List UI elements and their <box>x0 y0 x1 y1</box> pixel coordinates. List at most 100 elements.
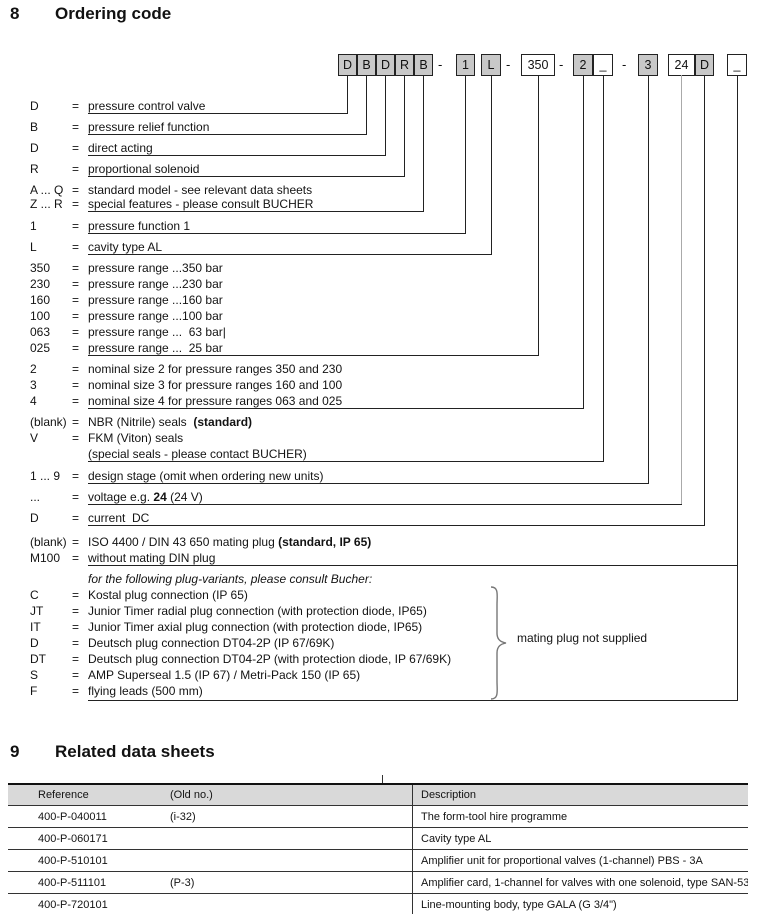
code-box-voltage: 24 <box>668 54 695 76</box>
equals-sign: = <box>72 309 80 323</box>
connector-line <box>385 75 386 155</box>
connector-line <box>404 75 405 176</box>
legend-text: Junior Timer radial plug connection (wit… <box>88 604 427 618</box>
legend-code: ... <box>30 490 41 504</box>
legend-text: direct acting <box>88 141 153 155</box>
legend-text: proportional solenoid <box>88 162 200 176</box>
legend-code: D <box>30 511 39 525</box>
cell-description: Amplifier card, 1-channel for valves wit… <box>412 871 748 894</box>
cell-description: Amplifier unit for proportional valves (… <box>412 849 748 872</box>
legend-text-bold: (standard, IP 65) <box>278 535 372 549</box>
cell-old-no <box>168 893 413 914</box>
equals-sign: = <box>72 636 80 650</box>
legend-code: 160 <box>30 293 51 307</box>
cell-reference: 400-P-040011 <box>8 805 168 828</box>
underline <box>88 504 682 505</box>
legend-row: F = flying leads (500 mm) <box>30 684 203 698</box>
legend-code: R <box>30 162 39 176</box>
equals-sign: = <box>72 162 80 176</box>
legend-row: M100 = without mating DIN plug <box>30 551 215 565</box>
cell-old-no <box>168 849 413 872</box>
legend-code: D <box>30 636 39 650</box>
equals-sign: = <box>72 362 80 376</box>
underline <box>88 134 367 135</box>
legend-text: Kostal plug connection (IP 65) <box>88 588 248 602</box>
legend-row: 1 = pressure function 1 <box>30 219 190 233</box>
equals-sign: = <box>72 277 80 291</box>
legend-row: (blank) = ISO 4400 / DIN 43 650 mating plu… <box>30 535 371 549</box>
underline <box>88 254 492 255</box>
legend-row: D = current DC <box>30 511 149 525</box>
underline <box>88 113 348 114</box>
legend-text: pressure range ...350 bar <box>88 261 223 275</box>
equals-sign: = <box>72 240 80 254</box>
legend-code: 100 <box>30 309 51 323</box>
underline <box>88 461 604 462</box>
equals-sign: = <box>72 604 80 618</box>
legend-text: pressure range ...100 bar <box>88 309 223 323</box>
legend-row: Z ... R = special features - please consul… <box>30 197 313 211</box>
connector-line <box>648 75 649 483</box>
cell-old-no: (P-3) <box>168 871 413 894</box>
legend-code: V <box>30 431 39 445</box>
code-box-current: D <box>695 54 714 76</box>
legend-text: nominal size 2 for pressure ranges 350 a… <box>88 362 343 376</box>
legend-row: R = proportional solenoid <box>30 162 199 176</box>
legend-code: F <box>30 684 38 698</box>
underline <box>88 525 705 526</box>
code-box-plug: _ <box>727 54 747 76</box>
code-box-solenoid: R <box>395 54 414 76</box>
legend-row: 100 = pressure range ...100 bar <box>30 309 223 323</box>
code-box-seals: _ <box>593 54 613 76</box>
equals-sign: = <box>72 588 80 602</box>
legend-text-bold: 24 <box>153 490 167 504</box>
legend-row: L = cavity type AL <box>30 240 162 254</box>
legend-code: 230 <box>30 277 51 291</box>
equals-sign: = <box>72 620 80 634</box>
equals-sign: = <box>72 325 80 339</box>
connector-line <box>737 75 738 700</box>
legend-text: current DC <box>88 511 150 525</box>
legend-text: cavity type AL <box>88 240 163 254</box>
code-box-direct: D <box>376 54 395 76</box>
code-box-model: B <box>414 54 433 76</box>
legend-code: IT <box>30 620 41 634</box>
legend-code: (blank) <box>30 415 67 429</box>
legend-row: 350 = pressure range ...350 bar <box>30 261 223 275</box>
table-row: 400-P-060171 Cavity type AL <box>8 827 748 850</box>
legend-code: L <box>30 240 37 254</box>
legend-text: pressure relief function <box>88 120 210 134</box>
legend-text: without mating DIN plug <box>88 551 216 565</box>
table-header-reference: Reference <box>8 783 168 806</box>
legend-row: JT = Junior Timer radial plug connection (… <box>30 604 427 618</box>
legend-row: 4 = nominal size 4 for pressure ranges 063… <box>30 394 342 408</box>
legend-code: 1 ... 9 <box>30 469 61 483</box>
legend-row: S = AMP Superseal 1.5 (IP 67) / Metri-Pack… <box>30 668 360 682</box>
legend-code: D <box>30 99 39 113</box>
cell-description: Line-mounting body, type GALA (G 3/4") <box>412 893 748 914</box>
legend-row: for the following plug-variants, please … <box>30 572 372 586</box>
legend-row: (special seals - please contact BUCHER) <box>30 447 307 461</box>
equals-sign: = <box>72 197 80 211</box>
legend-text: Junior Timer axial plug connection (with… <box>88 620 423 634</box>
table-row: 400-P-040011 (i-32) The form-tool hire p… <box>8 805 748 828</box>
legend-text: for the following plug-variants, please … <box>88 572 373 586</box>
code-box-design: 3 <box>638 54 658 76</box>
equals-sign: = <box>72 183 80 197</box>
legend-row: (blank) = NBR (Nitrile) seals (standard) <box>30 415 252 429</box>
legend-row: ... = voltage e.g. 24 (24 V) <box>30 490 203 504</box>
legend-code: S <box>30 668 39 682</box>
equals-sign: = <box>72 293 80 307</box>
code-separator: - <box>559 57 564 72</box>
section-9-title: Related data sheets <box>55 742 215 761</box>
underline <box>88 155 386 156</box>
equals-sign: = <box>72 99 80 113</box>
section-8-title: Ordering code <box>55 4 172 23</box>
cell-reference: 400-P-720101 <box>8 893 168 914</box>
equals-sign: = <box>72 378 80 392</box>
connector-line <box>423 75 424 211</box>
section-9-heading: 9 Related data sheets <box>10 742 215 762</box>
connector-line <box>465 75 466 233</box>
legend-text: (24 V) <box>166 490 203 504</box>
legend-text: pressure range ... 63 bar| <box>88 325 226 339</box>
